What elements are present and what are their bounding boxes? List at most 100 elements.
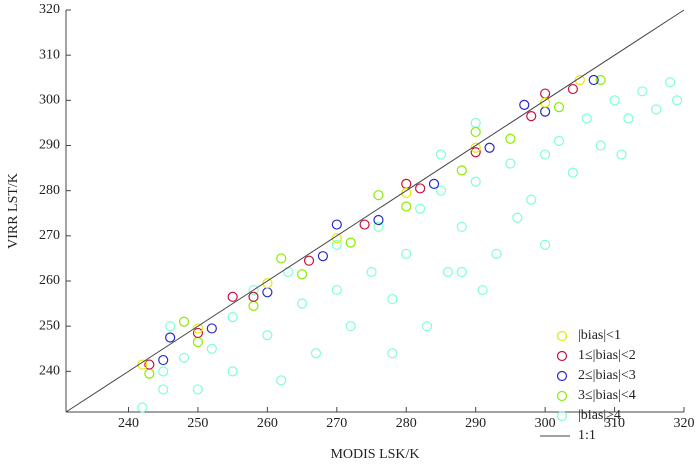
point — [567, 83, 578, 95]
legend-marker — [556, 390, 568, 402]
legend-label: |bias|≥4 — [578, 408, 621, 423]
point — [526, 111, 537, 122]
point — [616, 149, 627, 160]
point — [505, 133, 516, 144]
point — [345, 321, 356, 332]
reference-line — [65, 9, 685, 413]
point — [477, 284, 488, 296]
point — [296, 298, 308, 309]
series — [137, 77, 683, 413]
point — [581, 113, 592, 124]
point — [262, 287, 273, 298]
point — [206, 343, 217, 354]
y-tick-label: 310 — [39, 47, 60, 62]
point — [192, 336, 204, 348]
point — [415, 183, 426, 194]
legend-label: 2≤|bias|<3 — [578, 368, 636, 383]
point — [456, 165, 467, 176]
point — [387, 348, 398, 359]
point — [401, 187, 412, 199]
point — [470, 117, 481, 129]
point — [595, 140, 606, 151]
point — [345, 237, 356, 248]
point — [227, 312, 238, 323]
y-tick-label: 240 — [39, 364, 60, 379]
point — [165, 321, 176, 332]
point — [553, 102, 565, 113]
point — [331, 239, 342, 250]
point — [484, 142, 495, 153]
point — [192, 384, 204, 395]
point — [276, 253, 287, 264]
point — [331, 284, 342, 296]
point — [227, 291, 238, 302]
series — [158, 74, 599, 366]
point — [540, 106, 551, 117]
point — [178, 316, 190, 327]
x-tick-label: 260 — [257, 416, 278, 431]
point — [401, 248, 412, 260]
x-tick-label: 290 — [465, 416, 486, 431]
series — [144, 83, 578, 370]
point — [665, 77, 676, 88]
point — [366, 266, 377, 278]
x-tick-label: 250 — [187, 416, 208, 431]
point — [595, 74, 606, 86]
point — [310, 348, 322, 359]
point — [303, 255, 315, 266]
point — [540, 239, 551, 250]
point — [373, 214, 384, 226]
point — [540, 97, 551, 108]
series — [137, 74, 585, 370]
point — [144, 368, 155, 379]
point — [158, 366, 169, 377]
point — [637, 86, 648, 97]
point — [470, 126, 481, 138]
point — [519, 99, 530, 110]
point — [158, 384, 169, 395]
point — [248, 300, 259, 311]
y-tick-label: 280 — [39, 183, 60, 198]
y-tick-label: 320 — [39, 2, 60, 17]
y-tick-label: 290 — [39, 138, 60, 153]
point — [283, 266, 294, 278]
point — [428, 178, 440, 189]
legend-marker — [556, 410, 568, 422]
point — [158, 354, 169, 366]
x-tick-label: 240 — [118, 416, 139, 431]
point — [623, 113, 634, 124]
y-tick-label: 270 — [39, 228, 60, 243]
legend-marker — [556, 350, 568, 362]
point — [227, 366, 238, 377]
x-axis-label: MODIS LSK/K — [330, 447, 419, 462]
point — [505, 158, 516, 169]
point — [574, 74, 585, 86]
legend-label: 1:1 — [578, 428, 596, 443]
point — [435, 185, 447, 196]
x-tick-label: 270 — [326, 416, 347, 431]
point — [262, 330, 273, 341]
point — [137, 359, 148, 370]
point — [609, 95, 620, 106]
point — [456, 221, 467, 232]
point — [387, 293, 398, 305]
point — [456, 266, 467, 278]
point — [470, 142, 481, 153]
point — [206, 323, 217, 334]
point — [470, 147, 481, 158]
point — [296, 269, 308, 280]
point — [192, 327, 204, 339]
y-tick-label: 300 — [39, 93, 60, 108]
point — [442, 266, 454, 278]
point — [192, 323, 204, 334]
point — [373, 221, 384, 232]
point — [317, 251, 329, 262]
x-tick-label: 320 — [674, 416, 695, 431]
y-axis-label: VIRR LST/K — [6, 173, 21, 249]
legend-label: |bias|<1 — [578, 328, 621, 343]
point — [262, 278, 273, 289]
point — [540, 149, 551, 160]
point — [373, 190, 384, 201]
point — [331, 219, 342, 230]
